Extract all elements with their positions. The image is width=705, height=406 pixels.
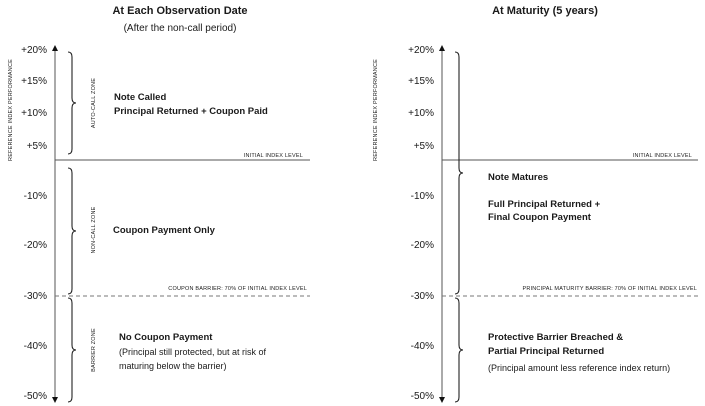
- right-tick-labels: +20% +15% +10% +5% -10% -20% -30% -40% -50%: [408, 45, 434, 402]
- tick-label: -50%: [24, 391, 47, 402]
- tick-label: +10%: [408, 108, 434, 119]
- breach-outcome-1: Protective Barrier Breached &: [488, 332, 623, 343]
- tick-label: -10%: [411, 191, 434, 202]
- tick-label: +15%: [21, 76, 47, 87]
- barrier-zone-label: BARRIER ZONE: [91, 328, 97, 372]
- tick-label: -30%: [411, 291, 434, 302]
- non-call-heading: Coupon Payment Only: [113, 225, 216, 236]
- barrier-note-1: (Principal still protected, but at risk …: [119, 347, 267, 357]
- non-call-brace: [67, 167, 77, 295]
- tick-label: +20%: [21, 45, 47, 56]
- non-call-zone-label: NON-CALL ZONE: [91, 206, 97, 253]
- above-barrier-brace: [454, 51, 464, 295]
- barrier-heading: No Coupon Payment: [119, 332, 213, 343]
- auto-call-outcome: Principal Returned + Coupon Paid: [114, 106, 268, 117]
- tick-label: +10%: [21, 108, 47, 119]
- breach-outcome-2: Partial Principal Returned: [488, 346, 604, 357]
- left-tick-labels: +20% +15% +10% +5% -10% -20% -30% -40% -50%: [21, 45, 47, 402]
- left-barrier-label: COUPON BARRIER: 70% OF INITIAL INDEX LEV…: [168, 286, 307, 292]
- tick-label: -50%: [411, 391, 434, 402]
- tick-label: -30%: [24, 291, 47, 302]
- breach-note: (Principal amount less reference index r…: [488, 363, 670, 373]
- tick-label: -10%: [24, 191, 47, 202]
- maturity-outcome-2: Final Coupon Payment: [488, 212, 592, 223]
- auto-call-brace: [67, 51, 77, 155]
- tick-label: -20%: [411, 240, 434, 251]
- tick-label: +20%: [408, 45, 434, 56]
- right-panel: At Maturity (5 years) REFERENCE INDEX PE…: [373, 5, 698, 403]
- maturity-outcome-1: Full Principal Returned +: [488, 199, 601, 210]
- left-y-axis-title: REFERENCE INDEX PERFORMANCE: [8, 59, 14, 161]
- maturity-heading: Note Matures: [488, 172, 548, 183]
- left-initial-level-label: INITIAL INDEX LEVEL: [244, 153, 303, 159]
- right-barrier-label: PRINCIPAL MATURITY BARRIER: 70% OF INITI…: [522, 286, 697, 292]
- left-panel-title: At Each Observation Date: [112, 5, 247, 17]
- auto-call-heading: Note Called: [114, 92, 166, 103]
- tick-label: -40%: [411, 341, 434, 352]
- auto-call-zone-label: AUTO-CALL ZONE: [91, 78, 97, 128]
- barrier-note-2: maturing below the barrier): [119, 361, 227, 371]
- right-panel-title: At Maturity (5 years): [492, 5, 598, 17]
- right-initial-level-label: INITIAL INDEX LEVEL: [633, 153, 692, 159]
- tick-label: +5%: [27, 141, 47, 152]
- tick-label: +5%: [414, 141, 434, 152]
- tick-label: +15%: [408, 76, 434, 87]
- barrier-brace: [67, 297, 77, 403]
- tick-label: -40%: [24, 341, 47, 352]
- tick-label: -20%: [24, 240, 47, 251]
- left-panel-subtitle: (After the non-call period): [124, 23, 237, 34]
- right-y-axis-title: REFERENCE INDEX PERFORMANCE: [373, 59, 379, 161]
- left-panel: At Each Observation Date (After the non-…: [8, 5, 310, 403]
- below-barrier-brace: [454, 297, 464, 403]
